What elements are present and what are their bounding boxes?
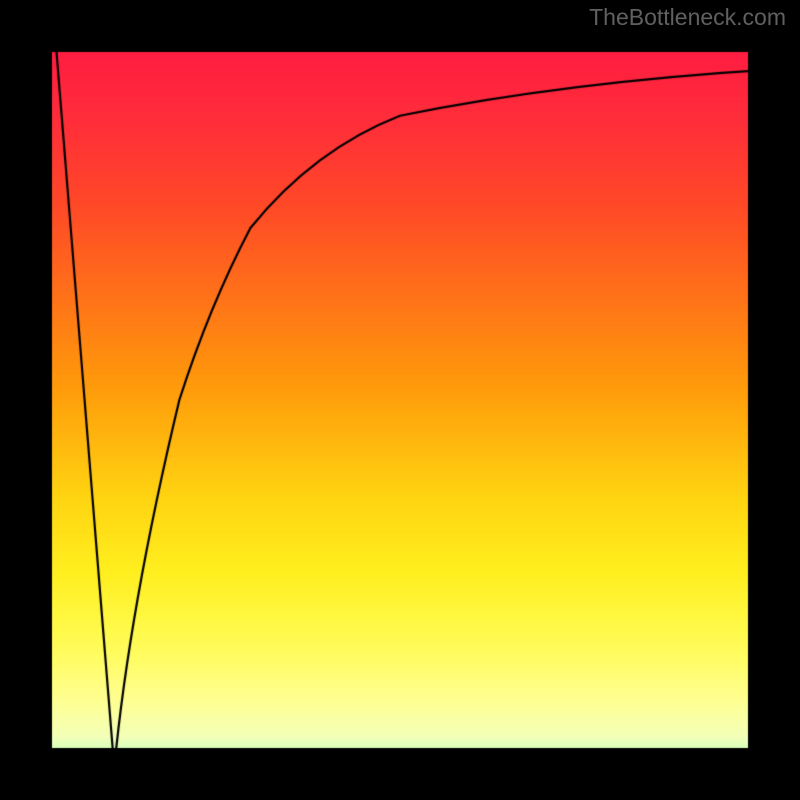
watermark-text: TheBottleneck.com — [589, 4, 786, 31]
bottleneck-gradient-chart — [0, 0, 800, 800]
